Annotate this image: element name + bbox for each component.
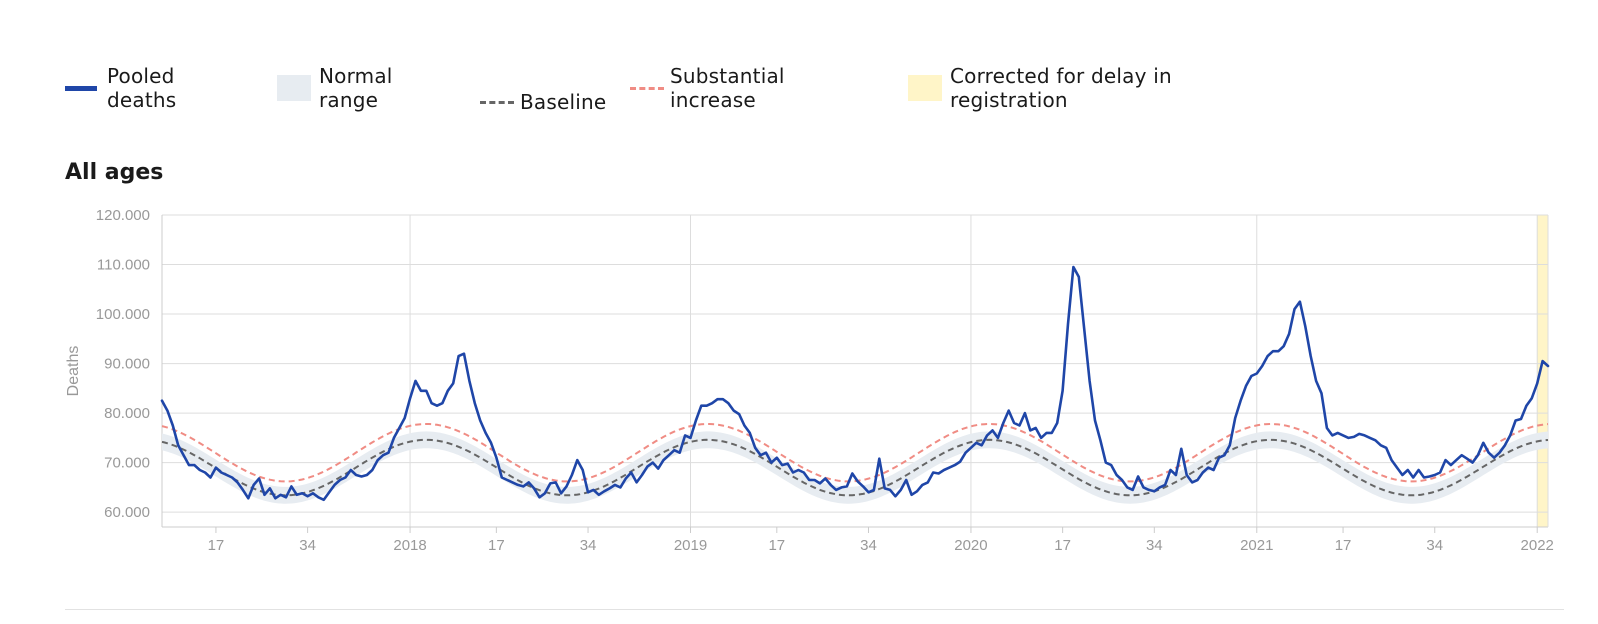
bottom-divider [65,609,1564,610]
legend-item-baseline[interactable]: Baseline [480,90,606,114]
baseline-swatch [480,100,514,104]
y-tick-label: 110.000 [97,257,150,274]
x-tick-label: 17 [488,537,505,554]
legend-item-normal-range[interactable]: Normal range [277,64,393,112]
x-tick-label: 34 [299,537,316,554]
y-tick-label: 100.000 [96,306,150,323]
x-tick-label: 2019 [674,537,707,554]
normal-range-band [162,431,1548,504]
x-tick-label: 34 [1426,537,1443,554]
legend-label-pooled-deaths: Pooled deaths [107,64,177,112]
legend-label-corrected-delay: Corrected for delay in registration [950,64,1172,112]
normal-range-swatch [277,75,311,101]
y-tick-label: 90.000 [104,356,150,373]
pooled-deaths-line [160,265,1550,502]
section-title: All ages [65,160,164,185]
y-tick-label: 60.000 [104,504,150,521]
corrected-delay-region [1537,215,1548,527]
y-tick-label: 70.000 [104,455,150,472]
x-tick-label: 2018 [393,537,426,554]
x-tick-label: 2022 [1521,537,1554,554]
substantial-increase-swatch [630,86,664,90]
x-tick-label: 34 [580,537,597,554]
x-tick-label: 17 [768,537,785,554]
legend: Pooled deaths Normal range Baseline Subs… [0,64,1598,124]
x-tick-label: 17 [1335,537,1352,554]
legend-label-substantial-increase: Substantial increase [670,64,785,112]
x-tick-label: 17 [1054,537,1071,554]
legend-item-pooled-deaths[interactable]: Pooled deaths [65,64,176,112]
x-tick-label: 34 [860,537,877,554]
corrected-delay-swatch [908,75,942,101]
substantial-increase-line [161,423,1549,483]
y-tick-label: 120.000 [96,207,150,224]
legend-label-baseline: Baseline [520,90,607,114]
x-tick-label: 17 [208,537,225,554]
legend-label-normal-range: Normal range [319,64,393,112]
legend-item-substantial-increase[interactable]: Substantial increase [630,64,785,112]
pooled-deaths-swatch [65,85,97,91]
y-axis-title: Deaths [65,346,82,397]
baseline-line [161,438,1549,497]
x-tick-label: 34 [1146,537,1163,554]
x-tick-label: 2020 [954,537,987,554]
x-tick-label: 2021 [1240,537,1273,554]
y-tick-label: 80.000 [104,405,150,422]
legend-item-corrected-delay[interactable]: Corrected for delay in registration [908,64,1172,112]
